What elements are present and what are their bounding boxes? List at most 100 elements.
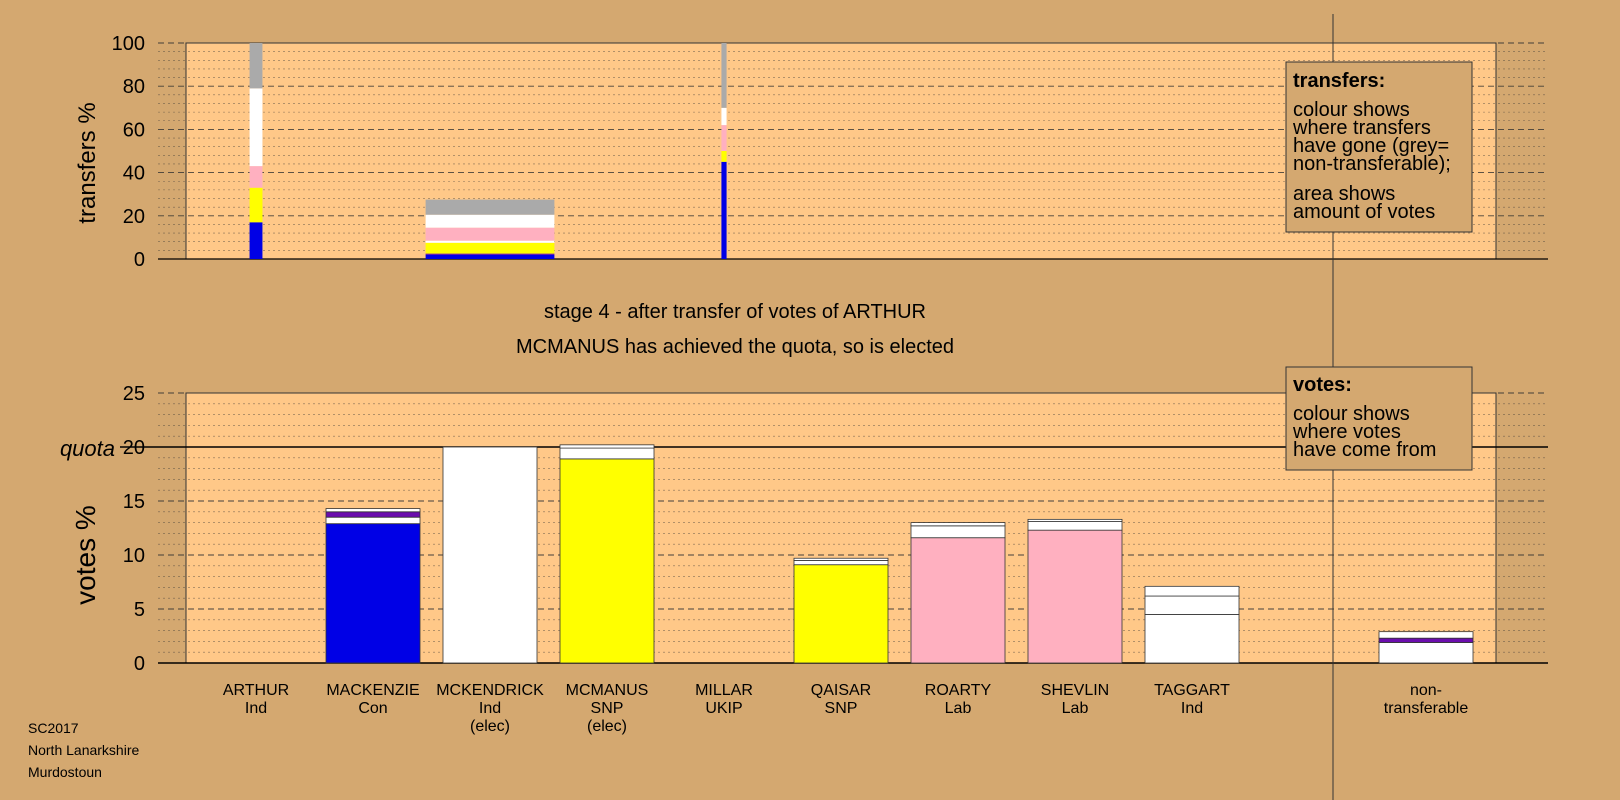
vote-segment xyxy=(1027,521,1123,531)
vote-segment xyxy=(325,516,421,525)
votes-y-ticks: 0 5 10 15 20 25 xyxy=(123,383,145,675)
y-tick-label: 80 xyxy=(123,76,145,98)
candidate-labels: ARTHURIndMACKENZIEConMCKENDRICKInd(elec)… xyxy=(223,682,1469,735)
candidate-label: ROARTY xyxy=(925,682,992,699)
candidate-label: MILLAR xyxy=(695,682,753,699)
transfer-segment xyxy=(425,254,555,259)
y-tick-label: 60 xyxy=(123,119,145,141)
transfers-legend-line: where transfers xyxy=(1292,117,1431,139)
transfer-segment xyxy=(249,187,263,223)
candidate-label: Ind xyxy=(1181,700,1203,717)
transfer-segment xyxy=(721,161,727,259)
transfer-segment xyxy=(721,125,727,151)
votes-legend-line: have come from xyxy=(1293,439,1436,461)
transfers-bars xyxy=(249,43,727,259)
transfer-segment xyxy=(425,214,555,228)
votes-legend-title: votes: xyxy=(1293,374,1352,396)
transfer-segment xyxy=(425,253,555,255)
transfer-segment xyxy=(425,242,555,254)
candidate-label: SNP xyxy=(591,700,624,717)
vote-segment xyxy=(1027,518,1123,522)
transfer-segment xyxy=(249,222,263,259)
votes-legend-line: where votes xyxy=(1292,421,1401,443)
transfers-legend-line: non-transferable); xyxy=(1293,153,1451,175)
vote-segment xyxy=(793,557,889,561)
vote-segment xyxy=(559,447,655,460)
candidate-label: UKIP xyxy=(705,700,742,717)
y-tick-label: 0 xyxy=(134,653,145,675)
transfer-segment xyxy=(425,240,555,243)
transfer-segment xyxy=(721,151,727,162)
vote-segment xyxy=(442,446,538,664)
transfers-legend: transfers: colour shows where transfers … xyxy=(1285,61,1473,233)
vote-segment xyxy=(325,508,421,513)
vote-segment xyxy=(1378,631,1474,639)
transfer-segment xyxy=(721,43,727,108)
stage-subtitle: MCMANUS has achieved the quota, so is el… xyxy=(516,336,954,358)
votes-y-axis-label: votes % xyxy=(70,505,101,605)
transfer-segment xyxy=(425,199,555,215)
y-tick-label: 5 xyxy=(134,599,145,621)
vote-segment xyxy=(1027,529,1123,664)
y-tick-label: 20 xyxy=(123,437,145,459)
vote-segment xyxy=(793,560,889,566)
transfers-y-ticks: 0 20 40 60 80 100 xyxy=(112,33,145,271)
transfers-legend-line: amount of votes xyxy=(1293,201,1435,223)
candidate-label: TAGGART xyxy=(1154,682,1230,699)
vote-segment xyxy=(910,525,1006,539)
vote-segment xyxy=(1144,595,1240,615)
candidate-label: (elec) xyxy=(587,718,627,735)
candidate-label: MCMANUS xyxy=(566,682,649,699)
transfer-segment xyxy=(249,43,263,89)
candidate-label: Ind xyxy=(479,700,501,717)
footer-ward: Murdostoun xyxy=(28,764,102,780)
vote-segment xyxy=(559,444,655,449)
candidate-label: Ind xyxy=(245,700,267,717)
votes-legend-box xyxy=(1285,366,1473,471)
y-tick-label: 25 xyxy=(123,383,145,405)
vote-segment xyxy=(793,564,889,664)
transfers-legend-title: transfers: xyxy=(1293,70,1385,92)
y-tick-label: 0 xyxy=(134,249,145,271)
footer-election: SC2017 xyxy=(28,720,79,736)
vote-segment xyxy=(910,537,1006,664)
y-tick-label: 40 xyxy=(123,163,145,185)
transfers-legend-box xyxy=(1285,61,1473,233)
nontransferable-label: non- xyxy=(1410,682,1442,699)
y-tick-label: 10 xyxy=(123,545,145,567)
vote-segment xyxy=(1378,642,1474,664)
vote-segment xyxy=(1144,585,1240,597)
transfers-gridlines xyxy=(158,42,1548,260)
transfers-y-axis-label: transfers % xyxy=(74,102,101,223)
candidate-label: Con xyxy=(358,700,387,717)
candidate-label: SHEVLIN xyxy=(1041,682,1109,699)
votes-legend-line: colour shows xyxy=(1293,403,1410,425)
candidate-label: ARTHUR xyxy=(223,682,289,699)
stage-title: stage 4 - after transfer of votes of ART… xyxy=(544,301,926,323)
transfer-segment xyxy=(721,107,727,126)
footer-council: North Lanarkshire xyxy=(28,742,139,758)
candidate-label: MCKENDRICK xyxy=(436,682,544,699)
candidate-label: MACKENZIE xyxy=(326,682,419,699)
vote-segment xyxy=(325,511,421,518)
vote-segment xyxy=(559,458,655,664)
candidate-label: (elec) xyxy=(470,718,510,735)
y-tick-label: 20 xyxy=(123,206,145,228)
candidate-label: Lab xyxy=(945,700,972,717)
transfers-legend-line: area shows xyxy=(1293,183,1395,205)
candidate-label: Lab xyxy=(1062,700,1089,717)
y-tick-label: 15 xyxy=(123,491,145,513)
transfer-segment xyxy=(425,227,555,241)
nontransferable-label: transferable xyxy=(1384,700,1469,717)
candidate-label: SNP xyxy=(825,700,858,717)
vote-segment xyxy=(910,522,1006,527)
votes-bars xyxy=(325,444,1474,664)
transfers-plot-area xyxy=(185,42,1497,260)
transfers-legend-line: have gone (grey= xyxy=(1293,135,1449,157)
y-tick-label: 100 xyxy=(112,33,145,55)
transfer-segment xyxy=(249,166,263,188)
quota-label: quota xyxy=(60,436,115,461)
transfer-segment xyxy=(249,88,263,167)
transfers-legend-line: colour shows xyxy=(1293,99,1410,121)
